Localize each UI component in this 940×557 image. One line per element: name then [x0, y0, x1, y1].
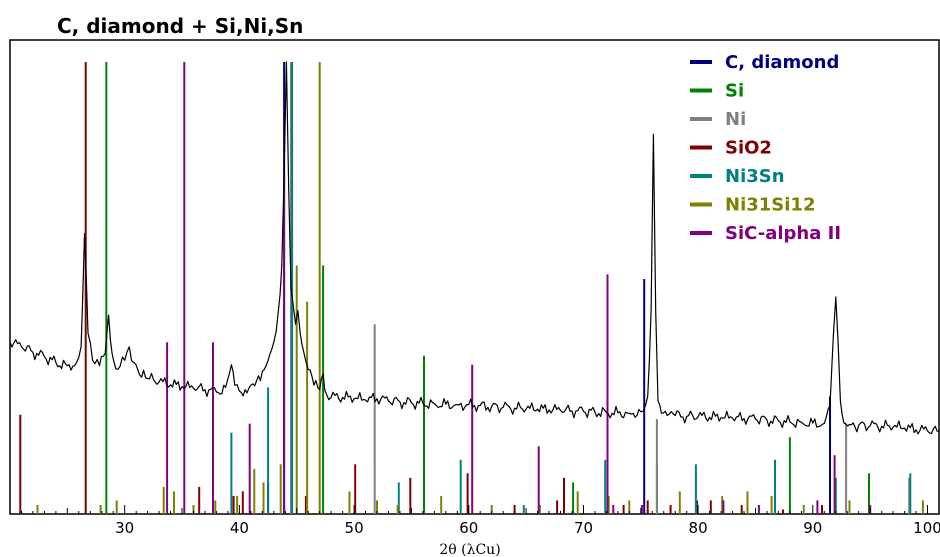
- x-tick-label-80: 80: [689, 519, 708, 537]
- legend-label-0: C, diamond: [725, 52, 839, 73]
- x-axis: 30 40 50 60 70 80 90 100: [21, 505, 940, 537]
- legend-label-6: SiC-alpha II: [725, 223, 841, 244]
- legend-label-1: Si: [725, 81, 744, 102]
- x-tick-label-40: 40: [230, 519, 249, 537]
- legend-label-3: SiO2: [725, 138, 772, 159]
- x-tick-label-30: 30: [115, 519, 134, 537]
- x-tick-label-60: 60: [459, 519, 478, 537]
- phase-reference-lines: [19, 62, 924, 514]
- chart-title: C, diamond + Si,Ni,Sn: [57, 14, 303, 38]
- diffraction-pattern-line: [9, 61, 940, 435]
- x-axis-label: 2θ (λCu): [439, 542, 500, 557]
- legend-label-2: Ni: [725, 109, 746, 130]
- x-tick-label-100: 100: [913, 519, 940, 537]
- x-tick-label-70: 70: [574, 519, 593, 537]
- x-tick-label-90: 90: [803, 519, 822, 537]
- x-tick-label-50: 50: [345, 519, 364, 537]
- legend: C, diamond Si Ni SiO2 Ni3Sn Ni31Si12 SiC-alpha…: [690, 52, 841, 244]
- legend-label-4: Ni3Sn: [725, 166, 785, 187]
- plot-frame: [9, 39, 940, 515]
- legend-label-5: Ni31Si12: [725, 195, 815, 216]
